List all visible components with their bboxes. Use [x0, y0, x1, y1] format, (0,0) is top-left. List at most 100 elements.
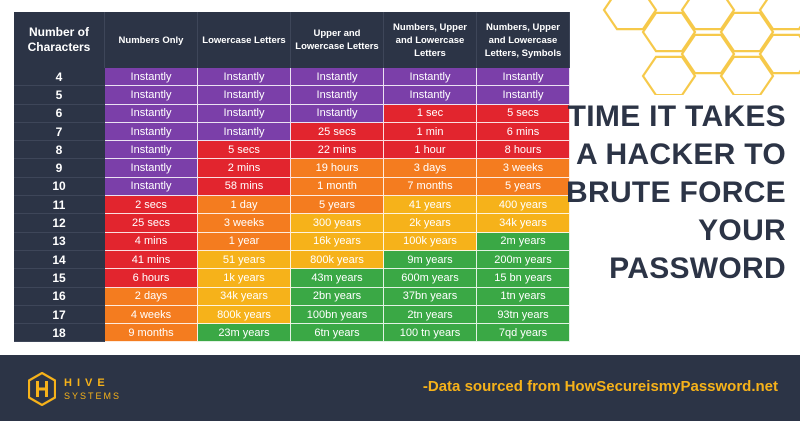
table-row: 17 4 weeks 800k years 100bn years 2tn years 9… [14, 305, 570, 325]
header-lowercase-letters: Lowercase Letters [198, 12, 291, 68]
header-upper-lowercase-letters: Upper and Lowercase Letters [291, 12, 384, 68]
crack-time-cell: Instantly [105, 159, 198, 178]
crack-time-cell: 200m years [477, 250, 570, 270]
table-body: 4 Instantly Instantly Instantly Instantly Ins… [14, 68, 570, 343]
hive-logo-icon [28, 372, 56, 406]
honeycomb-cell [719, 11, 775, 53]
honeycomb-cell [602, 0, 658, 31]
crack-time-cell: 22 mins [291, 141, 384, 160]
crack-time-cell: 6 mins [477, 122, 570, 142]
crack-time-cell: 3 weeks [477, 159, 570, 178]
headline-line: PASSWORD [609, 252, 786, 285]
honeycomb-cell [680, 0, 736, 31]
crack-time-cell: 1 sec [384, 104, 477, 123]
table-row: 10 Instantly 58 mins 1 month 7 months 5 years [14, 177, 570, 197]
crack-time-cell: 800k years [198, 305, 291, 325]
table-row: 7 Instantly Instantly 25 secs 1 min 6 mins [14, 122, 570, 142]
table-row: 18 9 months 23m years 6tn years 100 tn years… [14, 324, 570, 343]
honeycomb-cell [758, 0, 800, 31]
headline-line: YOUR [698, 214, 786, 247]
row-char-count: 12 [14, 214, 105, 233]
crack-time-cell: 600m years [384, 269, 477, 288]
row-char-count: 14 [14, 250, 105, 270]
crack-time-cell: 34k years [198, 287, 291, 306]
headline-line: A HACKER TO [576, 138, 786, 171]
logo-word-hive: HIVE [64, 377, 110, 389]
crack-time-cell: Instantly [384, 68, 477, 87]
row-char-count: 18 [14, 324, 105, 343]
crack-time-cell: 100bn years [291, 305, 384, 325]
crack-time-cell: 16k years [291, 232, 384, 251]
honeycomb-cell [680, 33, 736, 75]
crack-time-cell: Instantly [291, 68, 384, 87]
crack-time-cell: 2 days [105, 287, 198, 306]
crack-time-cell: 15 bn years [477, 269, 570, 288]
crack-time-cell: Instantly [291, 86, 384, 105]
crack-time-cell: Instantly [198, 68, 291, 87]
crack-time-grid: Number of Characters Numbers Only Lowerc… [14, 12, 570, 343]
crack-time-cell: 2tn years [384, 305, 477, 325]
crack-time-cell: 93tn years [477, 305, 570, 325]
crack-time-cell: 1k years [198, 269, 291, 288]
crack-time-cell: 2k years [384, 214, 477, 233]
crack-time-cell: 4 weeks [105, 305, 198, 325]
crack-time-cell: 3 days [384, 159, 477, 178]
honeycomb-cell [719, 55, 775, 95]
header-number-of-characters: Number of Characters [14, 12, 105, 68]
crack-time-cell: 25 secs [291, 122, 384, 142]
row-char-count: 15 [14, 269, 105, 288]
headline-line: BRUTE FORCE [566, 176, 786, 209]
crack-time-cell: 300 years [291, 214, 384, 233]
row-char-count: 4 [14, 68, 105, 87]
crack-time-cell: Instantly [477, 86, 570, 105]
row-char-count: 6 [14, 104, 105, 123]
row-char-count: 8 [14, 141, 105, 160]
crack-time-cell: 2 mins [198, 159, 291, 178]
crack-time-cell: 1 month [291, 177, 384, 197]
crack-time-cell: 100k years [384, 232, 477, 251]
footer-bar: HIVE SYSTEMS -Data sourced from HowSecur… [0, 355, 800, 421]
crack-time-cell: 9 months [105, 324, 198, 343]
crack-time-cell: 1 day [198, 196, 291, 215]
crack-time-cell: Instantly [198, 122, 291, 142]
crack-time-cell: 23m years [198, 324, 291, 343]
table-row: 12 25 secs 3 weeks 300 years 2k years 34k yea… [14, 214, 570, 233]
crack-time-cell: 1 hour [384, 141, 477, 160]
headline-line: TIME IT TAKES [567, 100, 786, 133]
password-crack-time-table: Number of Characters Numbers Only Lowerc… [14, 12, 570, 347]
crack-time-cell: Instantly [198, 86, 291, 105]
crack-time-cell: 2 secs [105, 196, 198, 215]
row-char-count: 10 [14, 177, 105, 197]
crack-time-cell: 6 hours [105, 269, 198, 288]
crack-time-cell: 2bn years [291, 287, 384, 306]
crack-time-cell: 800k years [291, 250, 384, 270]
crack-time-cell: Instantly [105, 122, 198, 142]
table-row: 8 Instantly 5 secs 22 mins 1 hour 8 hours [14, 141, 570, 160]
table-row: 16 2 days 34k years 2bn years 37bn years 1tn … [14, 287, 570, 306]
crack-time-cell: 34k years [477, 214, 570, 233]
header-numbers-upper-lowercase-symbols: Numbers, Upper and Lowercase Letters, Sy… [477, 12, 570, 68]
honeycomb-cell [758, 33, 800, 75]
row-char-count: 17 [14, 305, 105, 325]
row-char-count: 16 [14, 287, 105, 306]
header-numbers-only: Numbers Only [105, 12, 198, 68]
honeycomb-cell [641, 55, 697, 95]
table-row: 5 Instantly Instantly Instantly Instantly Ins… [14, 86, 570, 105]
crack-time-cell: Instantly [477, 68, 570, 87]
hive-systems-logo: HIVE SYSTEMS [28, 372, 138, 406]
crack-time-cell: 9m years [384, 250, 477, 270]
row-char-count: 11 [14, 196, 105, 215]
crack-time-cell: 37bn years [384, 287, 477, 306]
crack-time-cell: 1 year [198, 232, 291, 251]
crack-time-cell: Instantly [105, 104, 198, 123]
crack-time-cell: Instantly [105, 177, 198, 197]
crack-time-cell: 19 hours [291, 159, 384, 178]
table-row: 14 41 mins 51 years 800k years 9m years 200m … [14, 250, 570, 270]
row-char-count: 9 [14, 159, 105, 178]
row-char-count: 5 [14, 86, 105, 105]
crack-time-cell: 51 years [198, 250, 291, 270]
crack-time-cell: 5 secs [198, 141, 291, 160]
table-row: 15 6 hours 1k years 43m years 600m years 15 b… [14, 269, 570, 288]
table-row: 13 4 mins 1 year 16k years 100k years 2m year… [14, 232, 570, 251]
table-row: 9 Instantly 2 mins 19 hours 3 days 3 weeks [14, 159, 570, 178]
